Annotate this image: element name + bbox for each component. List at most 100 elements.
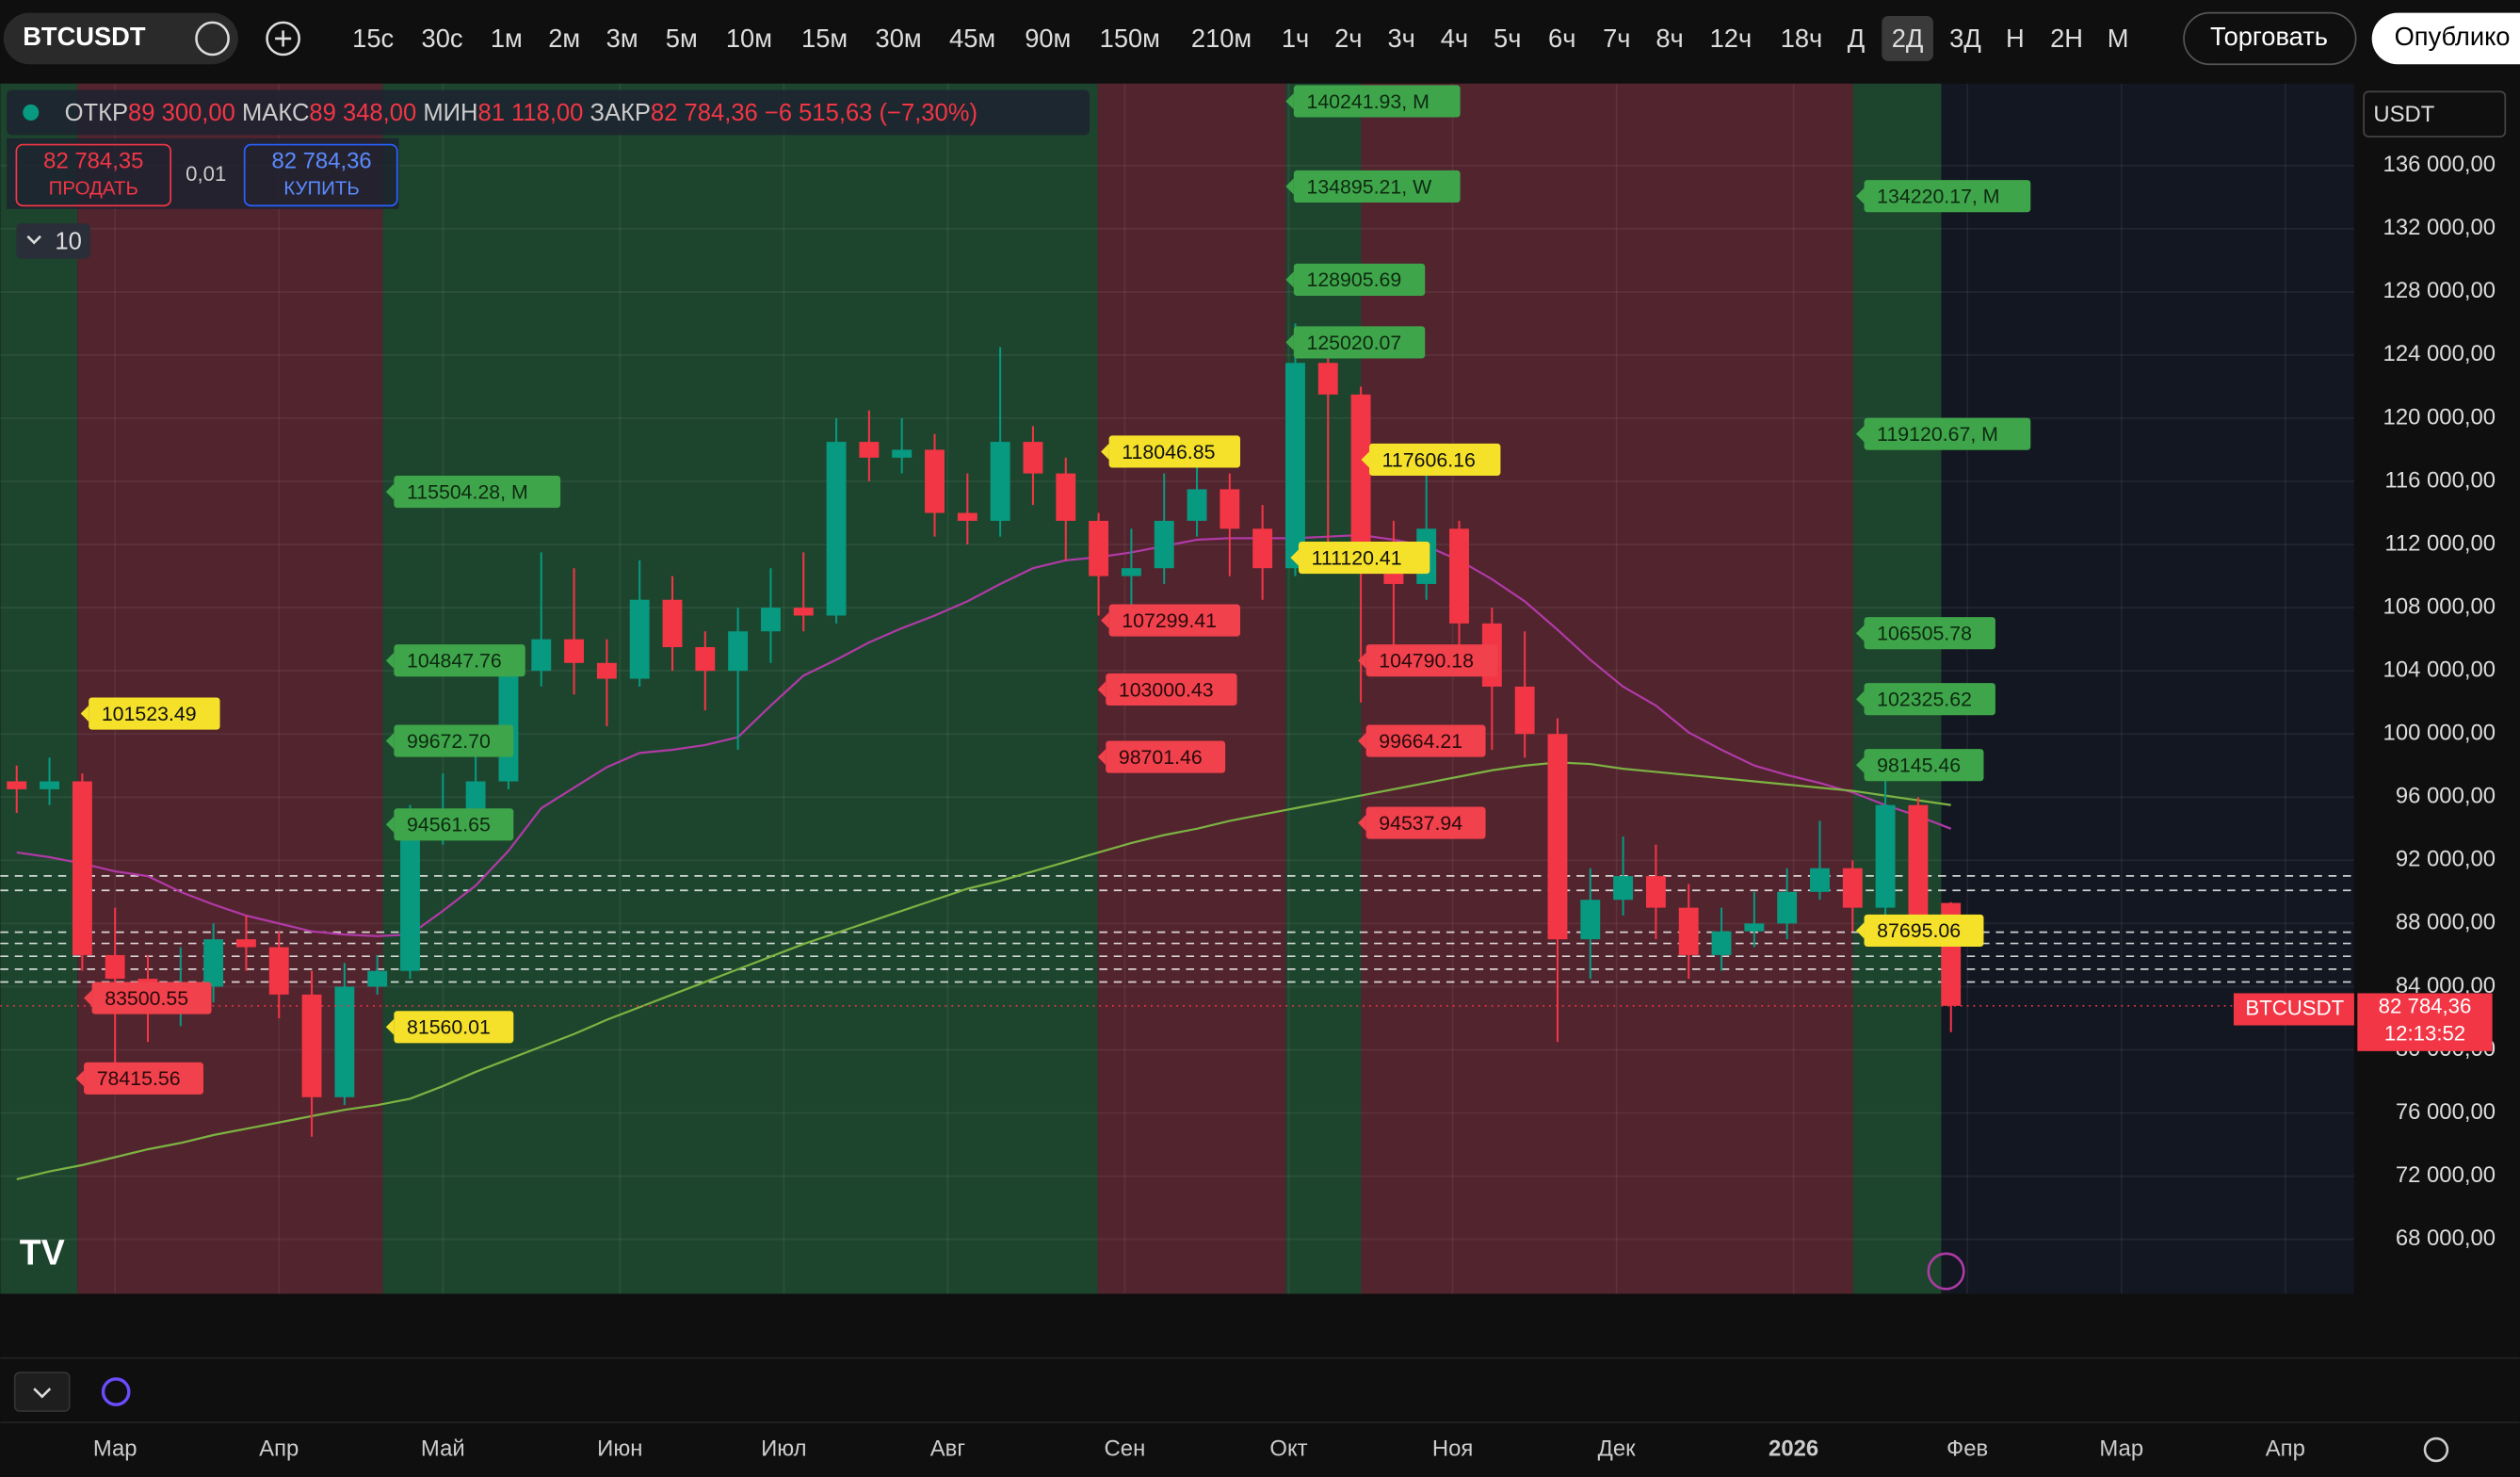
candle-body	[826, 442, 847, 616]
annotation-pointer	[385, 733, 395, 750]
candle-body	[367, 970, 388, 987]
timeframe[interactable]: 45м	[949, 24, 995, 53]
candle-body	[1089, 520, 1109, 576]
x-tick-label: Дек	[1598, 1436, 1636, 1461]
candle-body	[564, 639, 585, 663]
timeframe[interactable]: 90м	[1025, 24, 1071, 53]
timeframe[interactable]: 1м	[491, 24, 523, 53]
annotation-label: 125020.07	[1306, 332, 1401, 354]
timeframe[interactable]: 2м	[548, 24, 580, 53]
annotation-label: 128905.69	[1306, 268, 1401, 291]
timeframe[interactable]: 210м	[1191, 24, 1252, 53]
currency-select[interactable]	[2363, 90, 2507, 138]
annotation-pointer	[1358, 815, 1366, 832]
y-tick-label: 132 000,00	[2383, 215, 2496, 240]
timeframe[interactable]: 3м	[606, 24, 638, 53]
annotation-box	[1864, 749, 1984, 782]
candle-body	[629, 599, 650, 679]
publish-button[interactable]	[2371, 12, 2520, 65]
timeframe[interactable]: 12ч	[1710, 24, 1753, 53]
candle-body	[531, 639, 552, 672]
tag-symbol: BTCUSDT	[2245, 996, 2344, 1019]
tag-price: 82 784,36	[2379, 995, 2472, 1018]
annotation-pointer	[75, 1070, 85, 1087]
sync-icon[interactable]	[101, 1377, 131, 1406]
annotation-pointer	[1285, 271, 1294, 288]
annotation-box	[1298, 541, 1430, 575]
timeframe[interactable]: Н	[2006, 24, 2025, 53]
candle-body	[1645, 876, 1666, 908]
status-dot	[23, 104, 40, 121]
trade-panel	[7, 138, 399, 209]
price-tag	[2357, 993, 2493, 1051]
y-tick-label: 88 000,00	[2396, 910, 2496, 935]
symbol-button[interactable]	[3, 12, 238, 65]
collapse-button[interactable]	[13, 1372, 71, 1412]
session-band	[0, 83, 78, 1294]
sell-button[interactable]	[15, 143, 172, 207]
candle-body	[1154, 520, 1174, 569]
annotation-label: 119120.67, M	[1877, 423, 1998, 446]
timeframe[interactable]: 6ч	[1548, 24, 1575, 53]
buy-label: КУПИТЬ	[283, 178, 360, 200]
candle-body	[596, 662, 617, 679]
timeframe[interactable]: 30с	[422, 24, 463, 53]
annotation-label: 87695.06	[1877, 919, 1961, 942]
x-tick-label: Июл	[761, 1436, 806, 1461]
alert-icon[interactable]	[1927, 1252, 1965, 1290]
timeframe[interactable]: 2Н	[2050, 24, 2083, 53]
candle-body	[334, 986, 355, 1097]
lots-toggle[interactable]	[16, 223, 90, 259]
candle-body	[1317, 363, 1338, 395]
timeframe[interactable]: Д	[1848, 24, 1865, 53]
add-symbol[interactable]	[266, 21, 300, 57]
timeframe[interactable]: 7ч	[1603, 24, 1630, 53]
timeframe[interactable]: 15м	[801, 24, 848, 53]
annotation-label: 111120.41	[1312, 546, 1402, 569]
spread: 0,01	[186, 162, 226, 186]
x-tick-label: 2026	[1769, 1436, 1818, 1461]
timeframe[interactable]: 5м	[666, 24, 698, 53]
annotation-label: 115504.28, M	[407, 480, 528, 503]
timeframe[interactable]: 2ч	[1334, 24, 1362, 53]
candle-body	[1875, 804, 1896, 908]
x-tick-label: Окт	[1269, 1436, 1307, 1461]
annotation-box	[1293, 85, 1461, 118]
price-axis	[2353, 76, 2520, 1294]
timeframe[interactable]: 4ч	[1441, 24, 1468, 53]
candle-body	[7, 781, 27, 789]
timeframe[interactable]: 15с	[352, 24, 394, 53]
annotation-label: 94537.94	[1379, 812, 1462, 835]
annotation-pointer	[1856, 625, 1865, 641]
timeframe[interactable]: 2Д	[1892, 24, 1924, 53]
annotation-box	[1106, 673, 1237, 706]
open-label: ОТКР	[65, 100, 128, 126]
timeframe[interactable]: 8ч	[1656, 24, 1683, 53]
x-tick-label: Мар	[93, 1436, 137, 1461]
trade-button[interactable]	[2183, 11, 2357, 66]
timeframe[interactable]: 3ч	[1387, 24, 1414, 53]
timeframe[interactable]: 1ч	[1282, 24, 1309, 53]
timeframe[interactable]: 3Д	[1949, 24, 1981, 53]
annotation-pointer	[1856, 187, 1865, 204]
timeframe[interactable]: М	[2108, 24, 2129, 53]
annotation-pointer	[1285, 178, 1294, 195]
timeframe[interactable]: 30м	[876, 24, 922, 53]
annotation-label: 98145.46	[1877, 754, 1961, 776]
x-tick-label: Мар	[2099, 1436, 2143, 1461]
settings-icon[interactable]	[2423, 1436, 2449, 1463]
x-tick-label: Сен	[1105, 1436, 1146, 1461]
premium-icon[interactable]	[195, 21, 230, 57]
annotation-box	[91, 982, 212, 1014]
annotation-label: 104847.76	[407, 650, 502, 673]
timeframe[interactable]: 10м	[726, 24, 772, 53]
timeframe[interactable]: 150м	[1100, 24, 1160, 53]
timeframe[interactable]: 5ч	[1494, 24, 1521, 53]
candle-body	[105, 954, 125, 980]
candle-body	[1777, 891, 1798, 924]
annotations: 101523.49 78415.56 83500.55 115504.28, M 104…	[75, 85, 2031, 1095]
active-timeframe	[1882, 16, 1933, 61]
timeframe[interactable]: 18ч	[1781, 24, 1823, 53]
annotation-box	[394, 724, 514, 757]
buy-button[interactable]	[243, 143, 398, 207]
